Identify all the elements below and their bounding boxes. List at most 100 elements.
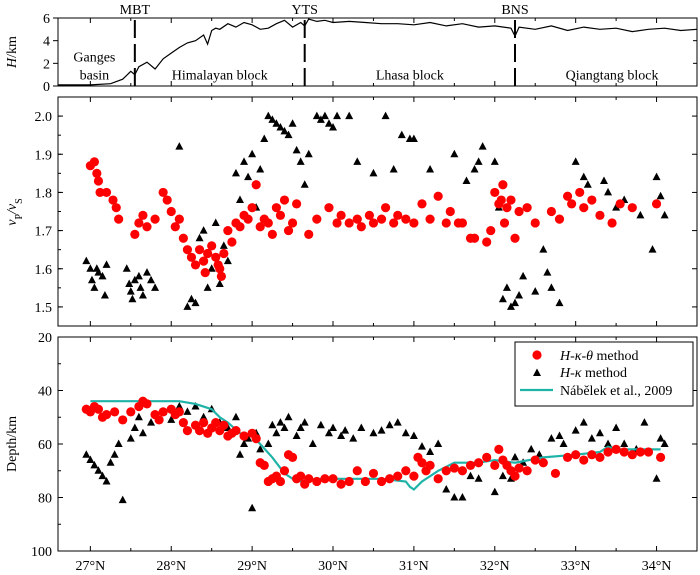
- h-kappa-theta-point: [490, 460, 500, 470]
- h-kappa-theta-point: [643, 447, 654, 457]
- h-kappa-theta-point: [111, 203, 121, 213]
- h-kappa-point: [393, 418, 402, 426]
- h-kappa-point: [142, 268, 151, 276]
- h-kappa-point: [147, 275, 156, 284]
- h-kappa-theta-point: [255, 222, 265, 232]
- x-tick-label: 33°N: [561, 559, 591, 574]
- h-kappa-point: [333, 111, 342, 120]
- h-kappa-point: [474, 474, 483, 482]
- h-kappa-theta-point: [287, 452, 298, 462]
- h-kappa-theta-point: [376, 214, 387, 224]
- h-kappa-theta-point: [203, 248, 213, 259]
- h-kappa-theta-point: [409, 218, 419, 228]
- h-kappa-theta-point: [219, 420, 229, 430]
- h-kappa-theta-point: [198, 256, 209, 266]
- h-kappa-point: [126, 287, 135, 295]
- h-kappa-theta-point: [514, 206, 524, 217]
- h-kappa-point: [660, 210, 669, 219]
- h-kappa-point: [126, 434, 135, 442]
- y-tick-label: 40: [38, 385, 52, 400]
- h-kappa-theta-point: [546, 206, 557, 217]
- h-kappa-point: [604, 439, 613, 447]
- h-kappa-point: [134, 271, 143, 280]
- h-kappa-theta-point: [267, 229, 277, 239]
- h-kappa-theta-point: [174, 407, 184, 417]
- h-kappa-point: [272, 428, 281, 437]
- h-kappa-theta-point: [194, 245, 205, 255]
- h-kappa-point: [207, 264, 216, 272]
- h-kappa-theta-point: [482, 237, 492, 247]
- legend: H-κ-θ method H-κ method Nábělek et al., 20…: [514, 341, 694, 407]
- h-kappa-theta-point: [579, 203, 589, 213]
- h-kappa-theta-point: [320, 474, 330, 484]
- h-kappa-theta-point: [498, 180, 508, 190]
- h-kappa-point: [264, 111, 273, 120]
- h-kappa-theta-point: [328, 474, 338, 484]
- h-kappa-theta-point: [389, 218, 399, 228]
- h-kappa-point: [280, 423, 289, 431]
- h-kappa-theta-point: [332, 218, 342, 228]
- h-kappa-theta-point: [101, 187, 112, 198]
- x-tick-label: 31°N: [399, 559, 429, 574]
- h-kappa-point: [167, 415, 176, 423]
- h-kappa-theta-point: [417, 458, 427, 468]
- h-kappa-theta-point: [575, 187, 585, 198]
- h-kappa-theta-point: [279, 195, 290, 205]
- h-kappa-point: [527, 444, 536, 453]
- h-kappa-point: [82, 256, 91, 265]
- h-kappa-theta-point: [227, 237, 237, 247]
- h-kappa-theta-point: [154, 415, 164, 425]
- h-kappa-point: [268, 420, 277, 429]
- h-kappa-point: [276, 418, 285, 426]
- h-kappa-theta-point: [562, 191, 573, 201]
- h-kappa-point: [324, 428, 333, 437]
- h-kappa-theta-point: [571, 450, 581, 460]
- h-kappa-theta-point: [433, 191, 443, 201]
- h-kappa-point: [231, 412, 240, 421]
- h-kappa-point: [231, 168, 240, 177]
- h-kappa-theta-point: [251, 180, 261, 190]
- h-kappa-point: [102, 476, 111, 485]
- h-kappa-point: [345, 111, 354, 120]
- h-kappa-theta-point: [486, 225, 496, 236]
- h-kappa-point: [102, 260, 111, 268]
- h-kappa-point: [138, 290, 147, 299]
- h-kappa-theta-point: [530, 218, 540, 228]
- h-kappa-point: [87, 275, 96, 284]
- h-kappa-theta-point: [595, 210, 605, 220]
- h-kappa-point: [555, 298, 564, 307]
- region-label: Himalayan block: [172, 69, 268, 84]
- h-kappa-theta-point: [95, 187, 105, 198]
- h-kappa-theta-point: [292, 199, 302, 209]
- h-kappa-point: [191, 402, 200, 410]
- h-kappa-point: [543, 268, 552, 276]
- h-kappa-theta-point: [259, 460, 269, 470]
- h-kappa-theta-point: [356, 222, 366, 232]
- h-kappa-theta-point: [522, 466, 532, 476]
- h-kappa-theta-point: [304, 229, 314, 239]
- h-kappa-theta-point: [385, 474, 395, 484]
- h-kappa-point: [389, 165, 398, 173]
- h-kappa-point: [94, 268, 103, 276]
- h-kappa-point: [498, 294, 507, 303]
- h-kappa-theta-point: [198, 418, 209, 428]
- h-kappa-point: [531, 287, 540, 295]
- h-kappa-point: [612, 423, 621, 431]
- h-kappa-point: [248, 149, 257, 158]
- legend-h-kappa-label: H-κ method: [559, 366, 627, 381]
- h-kappa-point: [587, 434, 596, 442]
- h-kappa-point: [571, 426, 580, 434]
- h-kappa-point: [122, 264, 131, 272]
- h-kappa-point: [539, 245, 548, 253]
- y-tick-label: 1.8: [35, 186, 53, 201]
- h-kappa-point: [320, 111, 329, 120]
- y-tick-label: 4: [43, 35, 50, 50]
- h-kappa-theta-point: [178, 233, 188, 243]
- h-kappa-point: [90, 460, 99, 469]
- x-tick-label: 27°N: [75, 559, 105, 574]
- h-kappa-theta-point: [304, 474, 314, 484]
- h-kappa-point: [337, 431, 346, 439]
- h-kappa-theta-point: [441, 466, 451, 476]
- h-kappa-theta-point: [449, 463, 459, 473]
- h-kappa-theta-point: [110, 407, 120, 417]
